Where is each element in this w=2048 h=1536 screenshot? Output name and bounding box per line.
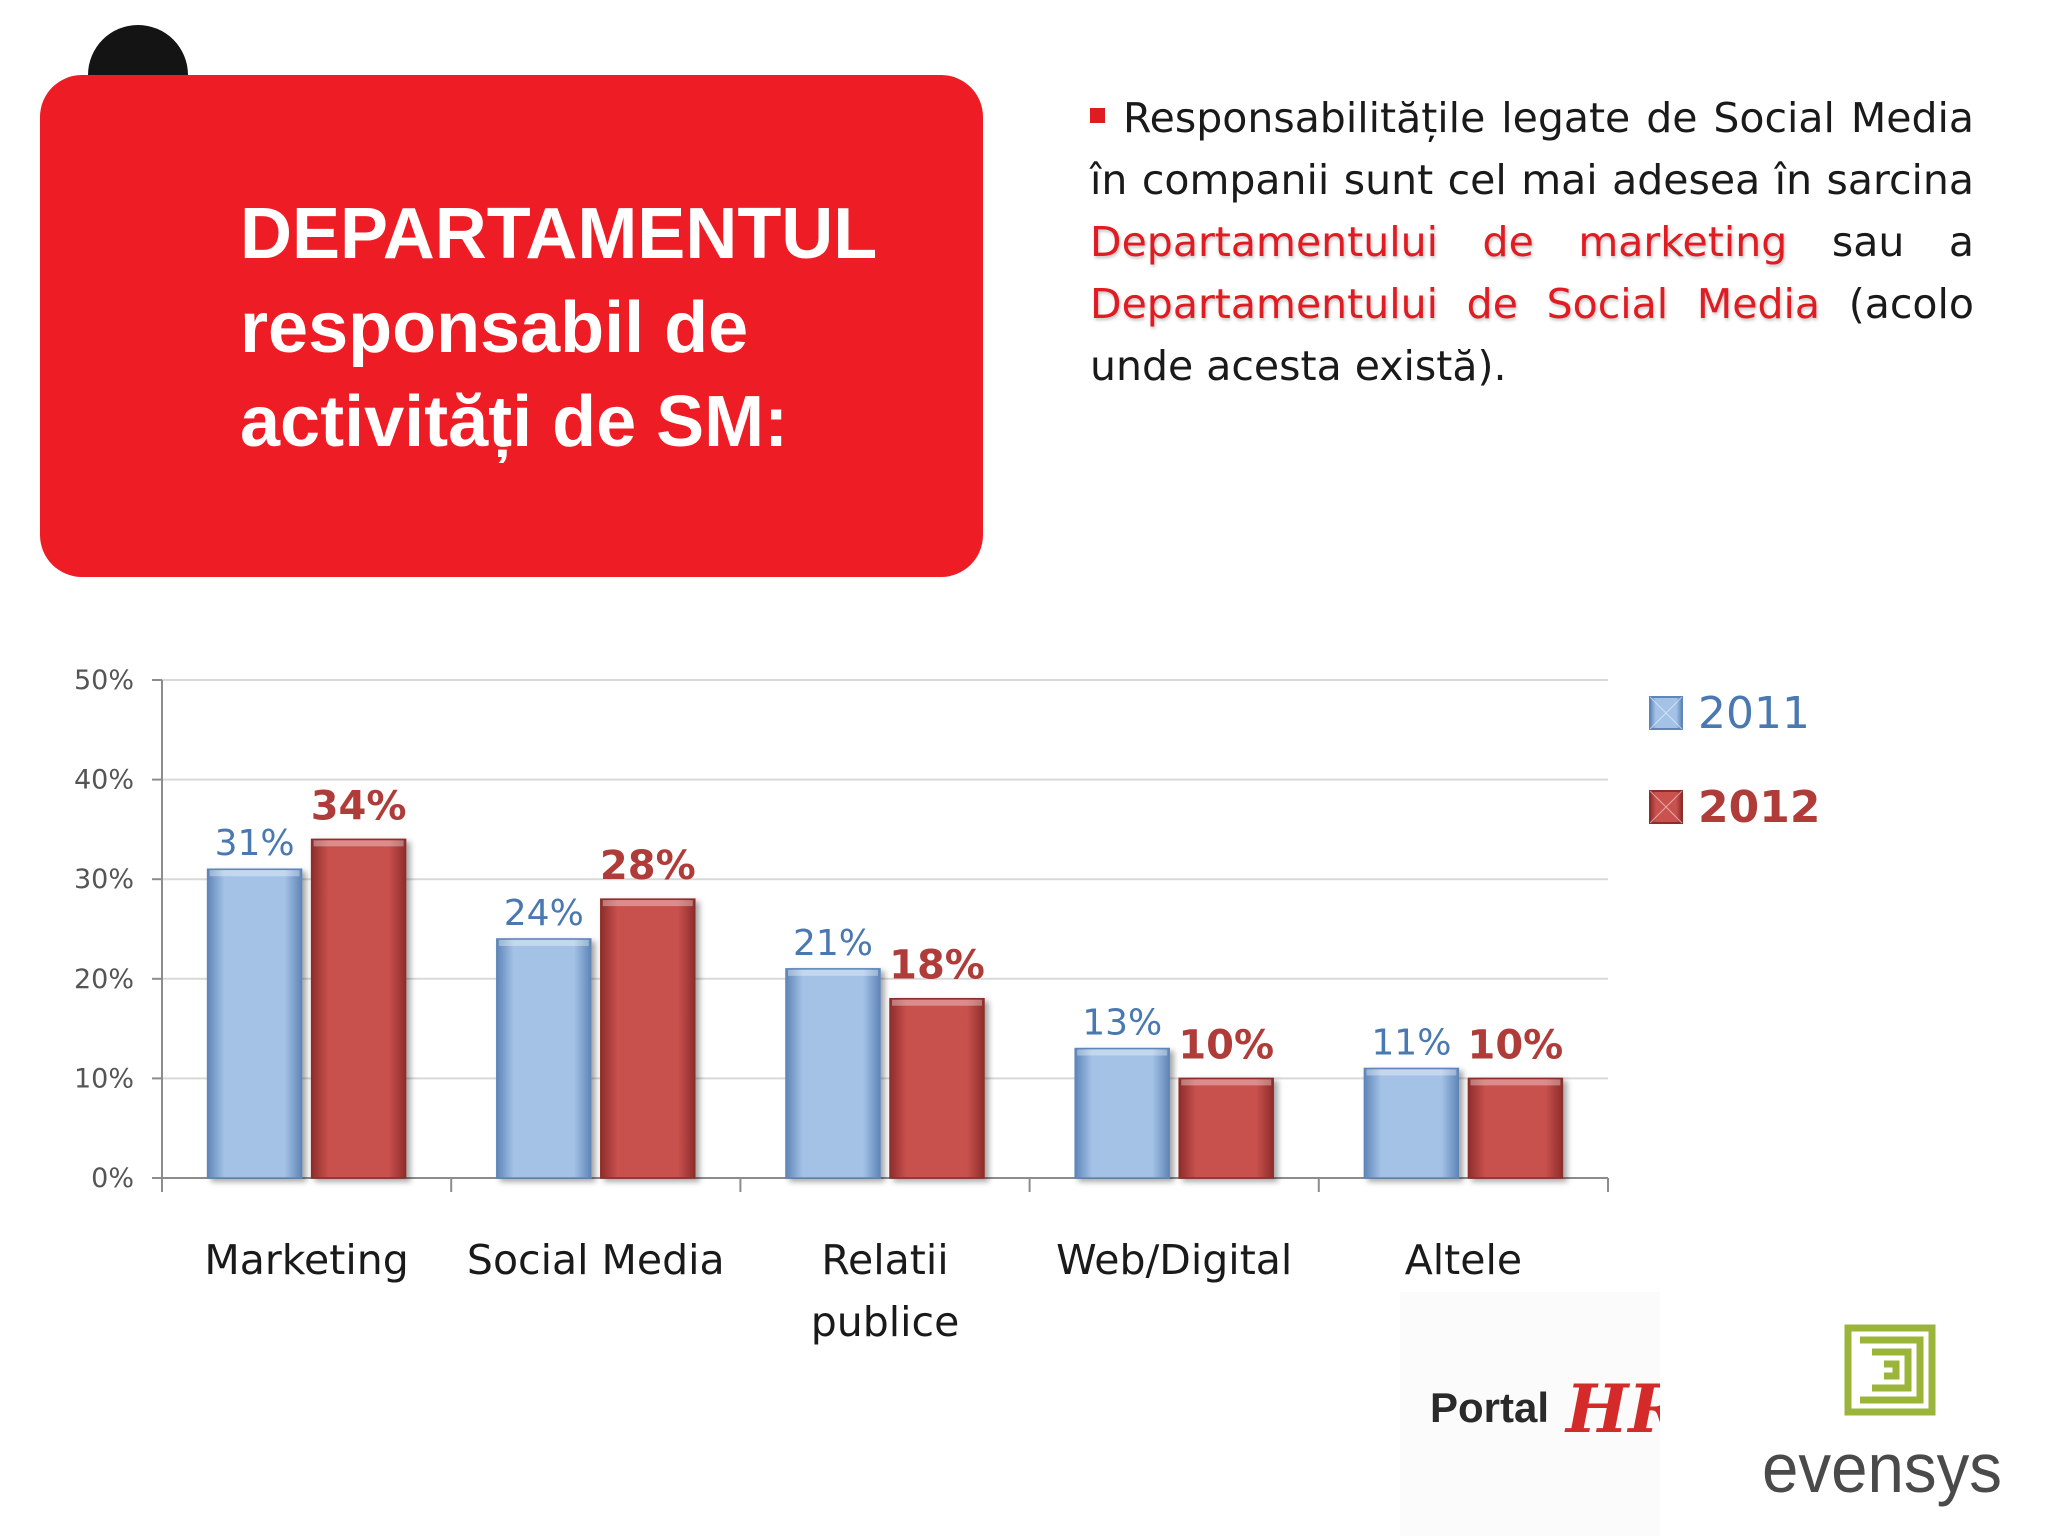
x-tick-label: publice (811, 1298, 960, 1346)
bar-highlight (1470, 1079, 1561, 1086)
y-tick-label: 20% (74, 964, 134, 995)
bar-2012-1 (310, 838, 407, 1179)
x-tick-label: Web/Digital (1056, 1236, 1292, 1284)
intro-paragraph: Responsabilitățile legate de Social Medi… (1090, 87, 1974, 397)
title-panel: DEPARTAMENTUL responsabil de activități … (40, 75, 983, 577)
legend-label-2012: 2012 (1698, 782, 1820, 833)
y-tick-label: 30% (74, 864, 134, 895)
y-tick-label: 10% (74, 1063, 134, 1094)
bar-2011-4 (1074, 1047, 1170, 1179)
evensys-logo-text: evensys (1762, 1429, 2002, 1507)
data-label-2011-5: 11% (1371, 1022, 1451, 1063)
chart-legend: 2011 2012 (1649, 688, 1820, 833)
x-tick-label: Relatii (821, 1236, 948, 1284)
title-line-2: responsabil de (240, 288, 749, 368)
data-label-2011-1: 31% (215, 823, 295, 864)
y-axis-ticks: 0% 10% 20% 30% 40% 50% (74, 665, 134, 1194)
bar-2011-3 (785, 968, 881, 1179)
data-label-2011-3: 21% (793, 923, 873, 964)
legend-swatch-bevel (1649, 790, 1683, 824)
chart-bars (206, 838, 1564, 1179)
intro-highlight-social-media: Departamentului de Social Media (1090, 280, 1821, 328)
evensys-emblem-icon (1844, 1324, 1936, 1416)
intro-text-3: (acolo unde acesta există). (1090, 280, 1974, 390)
data-label-2011-4: 13% (1082, 1003, 1162, 1044)
bar-highlight (1181, 1079, 1272, 1086)
intro-highlight-marketing: Departamentului de marketing (1090, 218, 1788, 266)
y-tick-label: 40% (74, 765, 134, 796)
bullet-square-icon (1090, 108, 1105, 123)
bar-highlight (313, 840, 404, 847)
bar-2012-3 (889, 997, 985, 1179)
bar-2012-5 (1467, 1077, 1564, 1179)
data-labels: 31% 34% 24% 28% 21% 18% 13% 10% 11% 10% (215, 783, 1564, 1068)
bar-highlight (788, 969, 878, 976)
y-tick-label: 0% (91, 1163, 134, 1194)
intro-text-2: sau a (1831, 218, 1974, 266)
bar-2011-1 (206, 868, 303, 1179)
bar-highlight (209, 870, 300, 877)
x-tick-label: Marketing (204, 1236, 408, 1284)
intro-text-1: Responsabilitățile legate de Social Medi… (1090, 94, 1974, 204)
evensys-logo: evensys (1760, 1320, 2020, 1510)
y-tick-label: 50% (74, 665, 134, 696)
bar-highlight (602, 900, 693, 907)
bar-highlight (498, 939, 589, 946)
page-title: DEPARTAMENTUL responsabil de activități … (240, 187, 877, 469)
bar-highlight (892, 999, 982, 1006)
title-line-1: DEPARTAMENTUL (240, 194, 878, 274)
data-label-2012-5: 10% (1468, 1022, 1564, 1068)
x-tick-label: Social Media (467, 1236, 725, 1284)
bar-2012-4 (1178, 1077, 1274, 1179)
bar-2012-2 (600, 898, 696, 1179)
legend-label-2011: 2011 (1698, 688, 1810, 739)
legend-swatch-bevel (1649, 696, 1683, 730)
data-label-2012-4: 10% (1178, 1022, 1274, 1068)
bar-2011-2 (496, 938, 592, 1179)
data-label-2012-1: 34% (311, 783, 407, 829)
portal-hr-logo: Portal HR (1400, 1292, 1660, 1536)
bar-chart: 0% 10% 20% 30% 40% 50% 31% 34% 24% 28% 21% 18% 13% 1… (74, 665, 1820, 1346)
x-tick-label: Altele (1405, 1236, 1522, 1284)
data-label-2011-2: 24% (504, 893, 584, 934)
portal-logo-mark: HR (1564, 1370, 1660, 1448)
data-label-2012-3: 18% (889, 943, 985, 989)
bar-2011-5 (1363, 1067, 1460, 1179)
x-axis-ticks: Marketing Social Media Relatii publice Web/D… (204, 1236, 1522, 1346)
data-label-2012-2: 28% (600, 843, 696, 889)
bar-highlight (1077, 1049, 1168, 1056)
bar-highlight (1366, 1069, 1457, 1076)
portal-logo-text: Portal (1430, 1384, 1549, 1431)
title-line-3: activități de SM: (240, 382, 789, 462)
